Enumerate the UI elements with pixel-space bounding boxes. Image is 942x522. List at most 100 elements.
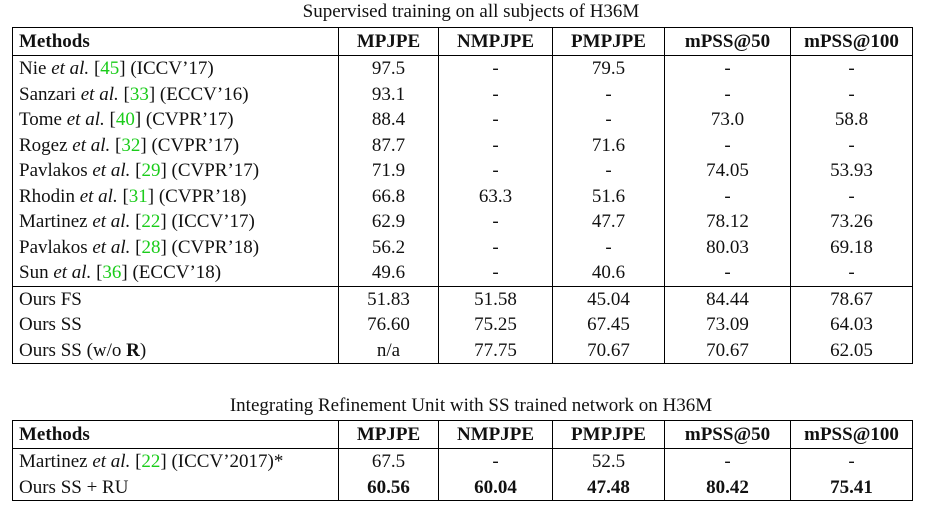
value-nmpjpe: - — [438, 234, 553, 260]
table-row: Tome et al. [40] (CVPR’17) 88.4- -73.0 58.8 — [12, 107, 913, 133]
method-author: Pavlakos — [19, 236, 88, 258]
value-mpss100: 53.93 — [790, 158, 913, 184]
method-venue: (ECCV’16) — [159, 83, 249, 105]
method-venue: (ECCV’18) — [132, 262, 222, 283]
method-etal: et al. — [66, 109, 105, 130]
method-author: Pavlakos — [19, 160, 88, 181]
table-row: Ours SS 76.60 75.25 67.45 73.09 64.03 — [12, 312, 913, 338]
table-row: Nie et al. [45] (ICCV’17) 97.5-79.5- - — [12, 55, 913, 82]
table-row: Sun et al. [36] (ECCV’18) 49.6-40.6- - — [12, 260, 913, 286]
header-nmpjpe: NMPJPE — [438, 27, 553, 56]
value-pmpjpe: 67.45 — [552, 312, 665, 338]
value-nmpjpe: 51.58 — [438, 285, 553, 312]
value-mpss100: 64.03 — [790, 312, 913, 338]
method-venue: (CVPR’17) — [145, 109, 234, 130]
value-mpss50: - — [664, 260, 791, 286]
value-nmpjpe: - — [438, 107, 553, 133]
header-pmpjpe: PMPJPE — [552, 27, 665, 56]
citation-ref: 40 — [115, 109, 135, 130]
value-nmpjpe: 75.25 — [438, 312, 553, 338]
method-author: Martinez — [19, 211, 88, 232]
value-nmpjpe: 60.04 — [438, 474, 553, 501]
value-mpjpe: 67.5 — [338, 448, 439, 475]
value-mpjpe: 51.83 — [338, 285, 439, 312]
value-mpss100: - — [790, 55, 913, 82]
header-pmpjpe: PMPJPE — [552, 420, 665, 449]
value-mpss50: 80.03 — [664, 234, 791, 260]
value-mpjpe: 76.60 — [338, 312, 439, 338]
value-mpss50: 73.0 — [664, 107, 791, 133]
table-row: Pavlakos et al. [29] (CVPR’17) 71.9- -74.0… — [12, 158, 913, 184]
value-nmpjpe: - — [438, 260, 553, 286]
method-cell: Martinez et al. [22] (ICCV’2017)* — [12, 448, 339, 475]
table-row: Ours SS + RU 60.56 60.04 47.48 80.42 75.41 — [12, 474, 913, 501]
value-mpss100: 75.41 — [790, 474, 913, 501]
method-cell: Ours SS + RU — [12, 474, 339, 501]
header-mpss100: mPSS@100 — [790, 420, 913, 449]
method-venue: (CVPR’18) — [158, 185, 247, 207]
table-row: Rhodin et al. [31] (CVPR’18) 66.8 63.3 51.6… — [12, 183, 913, 209]
table-row: Sanzari et al. [33] (ECCV’16) 93.1- - - - — [12, 81, 913, 107]
method-symbol: R — [126, 339, 140, 361]
value-mpjpe: 66.8 — [338, 183, 439, 209]
value-mpss50: - — [664, 448, 791, 475]
method-cell: Pavlakos et al. [29] (CVPR’17) — [12, 158, 339, 184]
value-mpss50: 78.12 — [664, 209, 791, 235]
value-mpss50: 80.42 — [664, 474, 791, 501]
value-mpss100: 69.18 — [790, 234, 913, 260]
method-author: Tome — [19, 109, 62, 130]
table2-caption: Integrating Refinement Unit with SS trai… — [229, 395, 713, 416]
table2-header-row: Methods MPJPE NMPJPE PMPJPE mPSS@50 mPSS… — [12, 420, 913, 449]
value-nmpjpe: 77.75 — [438, 337, 553, 364]
value-pmpjpe: 51.6 — [552, 183, 665, 209]
value-mpss100: 62.05 — [790, 337, 913, 364]
citation-ref: 22 — [141, 211, 161, 232]
value-mpss50: 70.67 — [664, 337, 791, 364]
method-author: Sun — [19, 262, 49, 283]
value-mpss100: - — [790, 132, 913, 158]
value-mpjpe: 62.9 — [338, 209, 439, 235]
table-row: Martinez et al. [22] (ICCV’17) 62.9-47.7 7… — [12, 209, 913, 235]
value-nmpjpe: 63.3 — [438, 183, 553, 209]
method-cell: Pavlakos et al. [28] (CVPR’18) — [12, 234, 339, 260]
value-mpjpe: 93.1 — [338, 81, 439, 107]
header-mpss50: mPSS@50 — [664, 420, 791, 449]
method-author: Rhodin — [19, 185, 75, 207]
value-pmpjpe: 47.48 — [552, 474, 665, 501]
table-row: Rogez et al. [32] (CVPR’17) 87.7-71.6- - — [12, 132, 913, 158]
table1-caption: Supervised training on all subjects of H… — [302, 1, 640, 22]
header-mpss100: mPSS@100 — [790, 27, 913, 56]
value-pmpjpe: - — [552, 81, 665, 107]
value-pmpjpe: 40.6 — [552, 260, 665, 286]
value-nmpjpe: - — [438, 448, 553, 475]
header-methods: Methods — [12, 27, 339, 56]
method-etal: et al. — [92, 236, 131, 258]
method-etal: et al. — [72, 134, 111, 156]
value-pmpjpe: 79.5 — [552, 55, 665, 82]
method-venue: (ICCV’2017)* — [171, 451, 284, 472]
value-mpss50: 74.05 — [664, 158, 791, 184]
method-cell: Nie et al. [45] (ICCV’17) — [12, 55, 339, 82]
header-mpss50: mPSS@50 — [664, 27, 791, 56]
value-nmpjpe: - — [438, 81, 553, 107]
method-cell: Ours FS — [12, 285, 339, 312]
value-mpss50: - — [664, 132, 791, 158]
value-mpjpe: 56.2 — [338, 234, 439, 260]
value-mpss100: - — [790, 81, 913, 107]
citation-ref: 32 — [121, 134, 141, 156]
method-etal: et al. — [51, 58, 90, 79]
value-mpjpe: 49.6 — [338, 260, 439, 286]
value-mpjpe: n/a — [338, 337, 439, 364]
value-pmpjpe: - — [552, 234, 665, 260]
value-nmpjpe: - — [438, 209, 553, 235]
value-pmpjpe: 70.67 — [552, 337, 665, 364]
method-cell: Rogez et al. [32] (CVPR’17) — [12, 132, 339, 158]
citation-ref: 45 — [100, 58, 120, 79]
value-mpss100: - — [790, 260, 913, 286]
value-mpss100: 73.26 — [790, 209, 913, 235]
value-pmpjpe: 45.04 — [552, 285, 665, 312]
method-venue: (CVPR’17) — [151, 134, 240, 156]
citation-ref: 36 — [102, 262, 122, 283]
method-prefix: Ours SS (w/o — [19, 339, 127, 361]
